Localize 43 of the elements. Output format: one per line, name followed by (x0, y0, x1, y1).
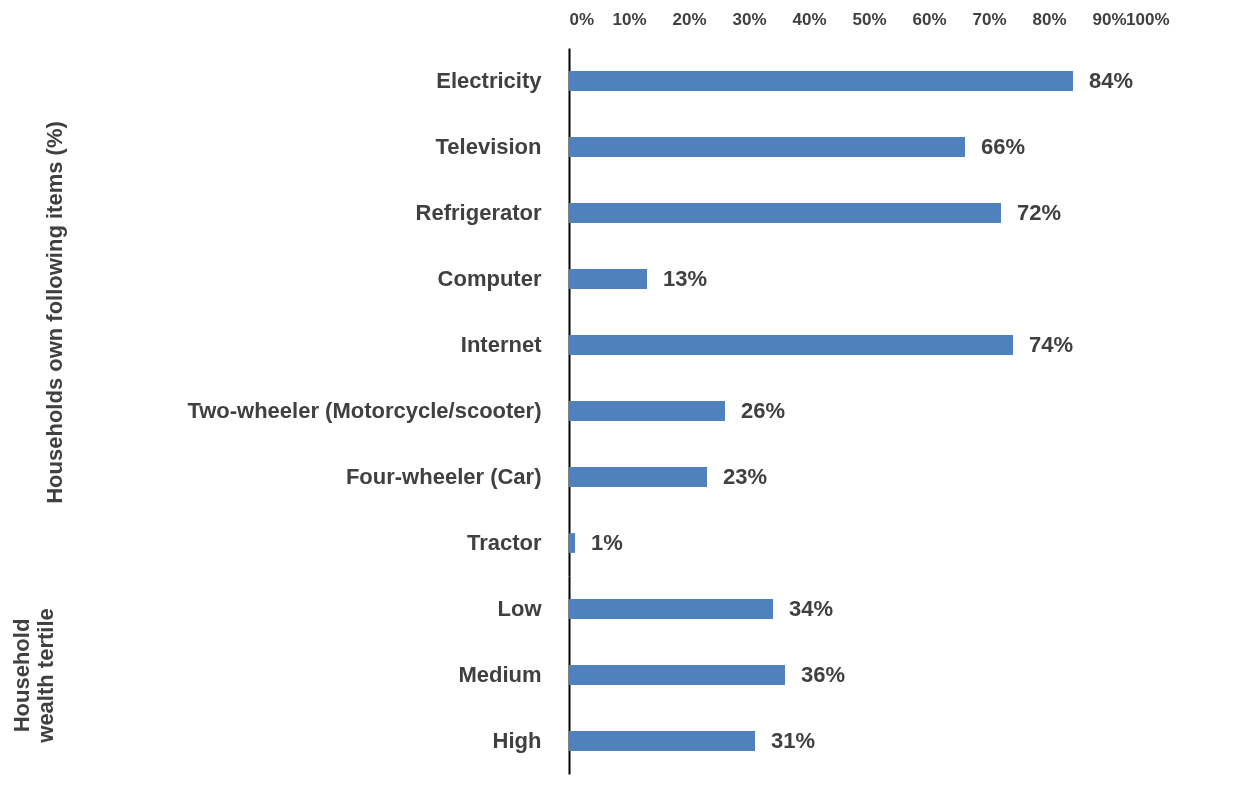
x-tick-label: 20% (672, 9, 707, 29)
y-tick-label: Refrigerator (415, 200, 542, 225)
y-tick-label: Medium (458, 662, 542, 687)
x-tick-label: 80% (1032, 9, 1067, 29)
data-label: 34% (789, 596, 834, 621)
y-tick-label: Low (497, 596, 543, 621)
y-tick-label: Four-wheeler (Car) (345, 464, 542, 489)
y-tick-label: Computer (437, 266, 542, 291)
x-tick-label: 60% (912, 9, 947, 29)
y-tick-label: Two-wheeler (Motorcycle/scooter) (187, 398, 542, 423)
y-tick-label: Internet (460, 332, 543, 357)
data-label: 72% (1017, 200, 1062, 225)
y-tick-label: Tractor (466, 530, 542, 555)
bar (569, 533, 575, 553)
bar (569, 467, 707, 487)
x-tick-label: 50% (852, 9, 887, 29)
bar (569, 269, 647, 289)
bar (569, 335, 1013, 355)
data-label: 36% (801, 662, 846, 687)
x-tick-label: 100% (1126, 9, 1170, 29)
y-tick-label: Electricity (436, 68, 543, 93)
data-label: 84% (1089, 68, 1134, 93)
x-tick-label: 70% (972, 9, 1007, 29)
y-axis-title: Household wealth tertile (8, 608, 58, 744)
bar (569, 401, 725, 421)
y-tick-label: High (492, 728, 542, 753)
y-tick-label: Television (435, 134, 542, 159)
x-tick-label: 0% (569, 9, 595, 29)
bar (569, 137, 965, 157)
data-label: 31% (771, 728, 816, 753)
data-label: 66% (981, 134, 1026, 159)
bar (569, 71, 1073, 91)
y-axis-title: Households own following items (%) (41, 121, 67, 504)
data-label: 26% (741, 398, 786, 423)
data-label: 23% (723, 464, 768, 489)
x-tick-label: 30% (732, 9, 767, 29)
data-label: 13% (663, 266, 708, 291)
x-tick-label: 40% (792, 9, 827, 29)
bar (569, 203, 1001, 223)
x-tick-label: 90% (1092, 9, 1127, 29)
data-label: 74% (1029, 332, 1074, 357)
data-label: 1% (591, 530, 623, 555)
x-tick-label: 10% (612, 9, 647, 29)
